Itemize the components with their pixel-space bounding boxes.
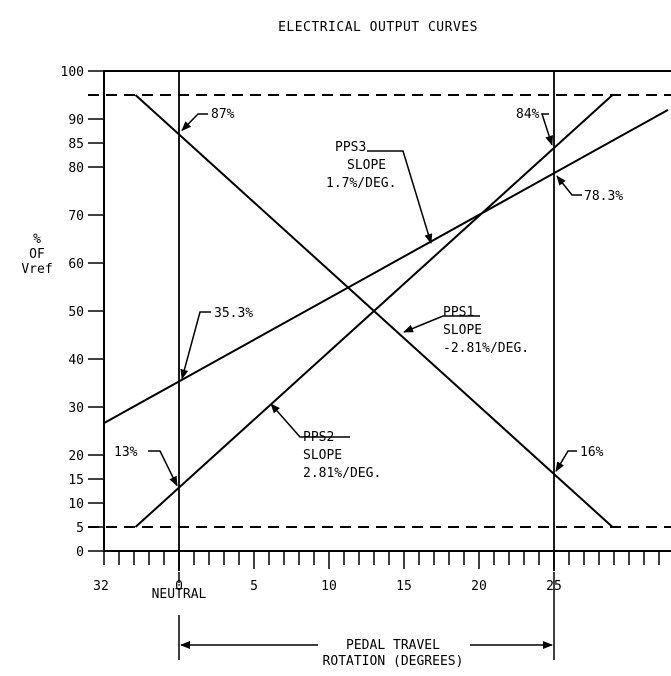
callout-leader: [540, 113, 554, 146]
y-tick-label: 50: [68, 305, 84, 320]
y-tick-label: 100: [61, 65, 84, 80]
pps3-leader: [367, 150, 433, 244]
pps1-leader: [403, 315, 480, 333]
callout-leader: [181, 113, 208, 132]
callout-leader: [555, 450, 577, 473]
series-line-pps3: [103, 109, 669, 424]
x-axis-label-line-1: PEDAL TRAVEL: [346, 638, 440, 653]
y-tick-label: 30: [68, 401, 84, 416]
callout-value: 84%: [516, 107, 540, 122]
y-axis-label-line-3: Vref: [21, 262, 52, 277]
value-callouts: 87% 84% 78.3% 35.3% 13% 16%: [114, 107, 623, 487]
series-labels: PPS1 SLOPE -2.81%/DEG. PPS2 SLOPE 2.81%/…: [270, 140, 529, 481]
y-tick-label: 85: [68, 137, 84, 152]
pps2-slope-value: 2.81%/DEG.: [303, 466, 381, 481]
reference-lines: [178, 71, 555, 571]
pps2-slope-label: SLOPE: [303, 448, 342, 463]
callout-leader: [556, 175, 582, 196]
pps3-name: PPS3: [335, 140, 366, 155]
pps2-name: PPS2: [303, 430, 334, 445]
neutral-label: NEUTRAL: [152, 587, 207, 602]
y-tick-label: 60: [68, 257, 84, 272]
x-tick-label: 5: [250, 579, 258, 594]
callout-leader: [180, 311, 211, 380]
y-tick-label: 20: [68, 449, 84, 464]
y-axis-label-line-2: OF: [29, 247, 45, 262]
callout-value: 13%: [114, 445, 138, 460]
y-tick-label: 15: [68, 473, 84, 488]
pps3-slope-value: 1.7%/DEG.: [326, 176, 396, 191]
pps2-leader: [270, 403, 350, 438]
x-tick-label: 32: [93, 579, 109, 594]
y-tick-label: 80: [68, 161, 84, 176]
x-tick-label: 10: [321, 579, 337, 594]
chart-title: ELECTRICAL OUTPUT CURVES: [278, 20, 478, 35]
x-tick-label: 0: [175, 579, 183, 594]
y-tick-label: 40: [68, 353, 84, 368]
series-line-pps2: [134, 94, 614, 528]
x-tick-label: 15: [396, 579, 412, 594]
y-axis-label-line-1: %: [33, 232, 41, 247]
callout-value: 16%: [580, 445, 604, 460]
y-tick-label: 70: [68, 209, 84, 224]
x-axis-label-line-2: ROTATION (DEGREES): [323, 654, 464, 669]
callout-value: 87%: [211, 107, 235, 122]
y-tick-label: 10: [68, 497, 84, 512]
x-tick-label: 20: [471, 579, 487, 594]
y-tick-label: 0: [76, 545, 84, 560]
callout-leader: [148, 450, 178, 487]
callout-value: 78.3%: [584, 189, 623, 204]
callout-value: 35.3%: [214, 306, 253, 321]
pps1-name: PPS1: [443, 305, 474, 320]
y-tick-label: 5: [76, 521, 84, 536]
limit-lines: [88, 94, 671, 528]
pps1-slope-label: SLOPE: [443, 323, 482, 338]
series-lines: [103, 94, 669, 528]
pps3-slope-label: SLOPE: [347, 158, 386, 173]
pps1-slope-value: -2.81%/DEG.: [443, 341, 529, 356]
y-tick-label: 90: [68, 113, 84, 128]
y-axis-ticks: 0 5 10 15 20 30 40 50 60 70 80 85 90 100: [61, 65, 104, 560]
